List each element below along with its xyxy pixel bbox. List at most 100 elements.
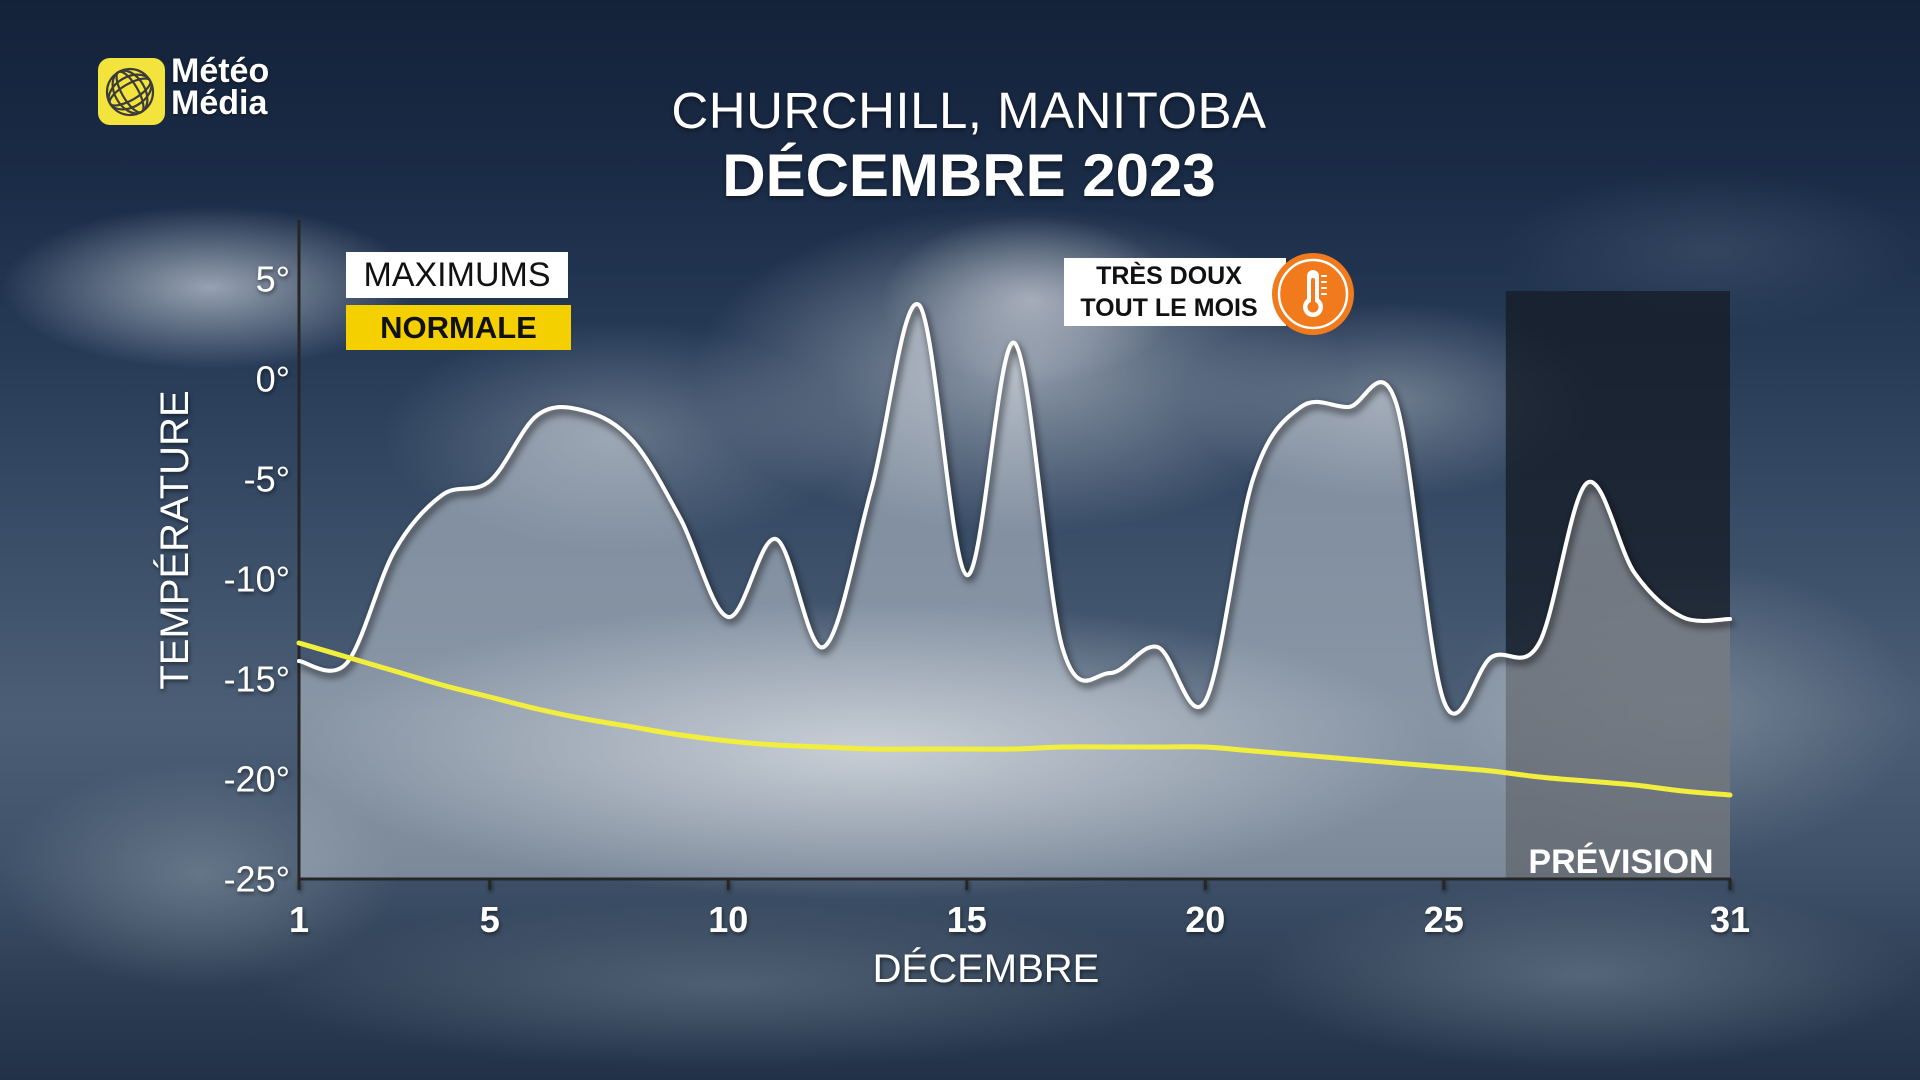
series-normale-point [1345,756,1351,762]
series-normale-point [1536,774,1542,780]
y-tick-label: 5° [256,259,290,300]
series-normale-point [1584,778,1590,784]
series-normale-point [868,746,874,752]
x-tick-label: 1 [289,899,309,940]
series-maximums [296,302,1733,716]
series-normale-point [1441,764,1447,770]
series-maximums-point [296,658,302,664]
x-tick-label: 20 [1185,899,1225,940]
badge-line-1: TRÈS DOUX [1096,262,1242,290]
series-normale-point [1679,788,1685,794]
series-maximums-point [1298,404,1304,410]
series-maximums-point [964,572,970,578]
axes [297,220,1731,881]
series-normale-point [964,746,970,752]
thermometer-icon [1272,253,1354,335]
series-normale-point [1155,744,1161,750]
legend-maximums: MAXIMUMS [346,252,568,298]
y-tick-label: -5° [244,459,290,500]
series-maximums-point [582,408,588,414]
series-maximums-point [344,660,350,666]
x-tick-label: 5 [480,899,500,940]
series-normale-point [439,682,445,688]
series-maximums-point [630,438,636,444]
y-tick-label: -25° [224,859,290,900]
series-normale-point [1489,768,1495,774]
series-normale-point [773,742,779,748]
legend-normale: NORMALE [346,305,571,350]
logo-line-2: Média [171,84,268,122]
series-maximums-point [1393,400,1399,406]
y-tick-label: -10° [224,559,290,600]
chart-title: CHURCHILL, MANITOBA [671,82,1267,139]
series-normale-point [1632,782,1638,788]
forecast-label: PRÉVISION [1528,843,1713,881]
series-normale-point [391,668,397,674]
series-maximums-point [916,302,922,308]
series-normale-point [535,706,541,712]
series-maximums-point [725,614,731,620]
series-maximums-point [1632,570,1638,576]
series-maximums-point [1202,698,1208,704]
chart-subtitle: DÉCEMBRE 2023 [722,142,1216,209]
series-lines [296,302,1733,798]
axis-ticks: 5°0°-5°-10°-15°-20°-25°1 5 10 15 20 25 31 [224,259,1750,941]
series-normale-point [1059,744,1065,750]
y-tick-label: -20° [224,759,290,800]
series-normale-point [582,716,588,722]
cloud [250,900,1200,1070]
series-maximums-point [1012,340,1018,346]
series-maximums-point [1345,404,1351,410]
area-layer [299,303,1730,879]
series-maximums-point [773,536,779,542]
cloud [1250,880,1920,1070]
globe-icon [98,58,165,125]
series-maximums-line [297,302,1732,716]
series-normale-point [344,654,350,660]
series-normale-point [916,746,922,752]
x-tick-label: 15 [947,899,987,940]
x-axis-title: DÉCEMBRE [873,946,1100,991]
series-maximums-point [487,478,493,484]
axis-titles: TEMPÉRATURE DÉCEMBRE [152,390,1099,991]
series-maximums-point [1727,616,1733,622]
series-normale-point [1107,744,1113,750]
series-normale-point [1298,752,1304,758]
series-normale-point [1012,746,1018,752]
y-axis-title: TEMPÉRATURE [152,390,197,689]
series-maximums-point [868,486,874,492]
series-normale-point [1250,748,1256,754]
series-normale-point [1727,792,1733,798]
y-tick-label: 0° [256,359,290,400]
series-maximums-point [1155,644,1161,650]
series-maximums-point [1441,698,1447,704]
series-maximums-point [439,492,445,498]
series-maximums-point [1107,670,1113,676]
series-maximums-point [391,548,397,554]
series-maximums-point [1679,614,1685,620]
series-normale-point [821,744,827,750]
y-tick-label: -15° [224,659,290,700]
series-normale-point [630,724,636,730]
series-maximums-point [1250,476,1256,482]
logo-wordmark: Météo Média [171,54,269,122]
series-normale-point [487,694,493,700]
x-tick-label: 31 [1710,899,1750,940]
badge-line-2: TOUT LE MOIS [1080,294,1258,322]
series-maximums-point [1059,644,1065,650]
series-normale-line [296,640,1733,798]
series-normale-point [1202,744,1208,750]
series-normale-point [725,738,731,744]
series-normale-point [296,640,302,646]
warm-month-badge: TRÈS DOUX TOUT LE MOIS [1064,258,1286,326]
series-maximums-point [1489,654,1495,660]
series-maximums-point [1584,480,1590,486]
x-tick-label: 25 [1424,899,1464,940]
series-normale [296,640,1733,798]
series-normale-point [1393,760,1399,766]
x-tick-label: 10 [708,899,748,940]
series-maximums-area [299,303,1730,879]
series-maximums-point [535,412,541,418]
